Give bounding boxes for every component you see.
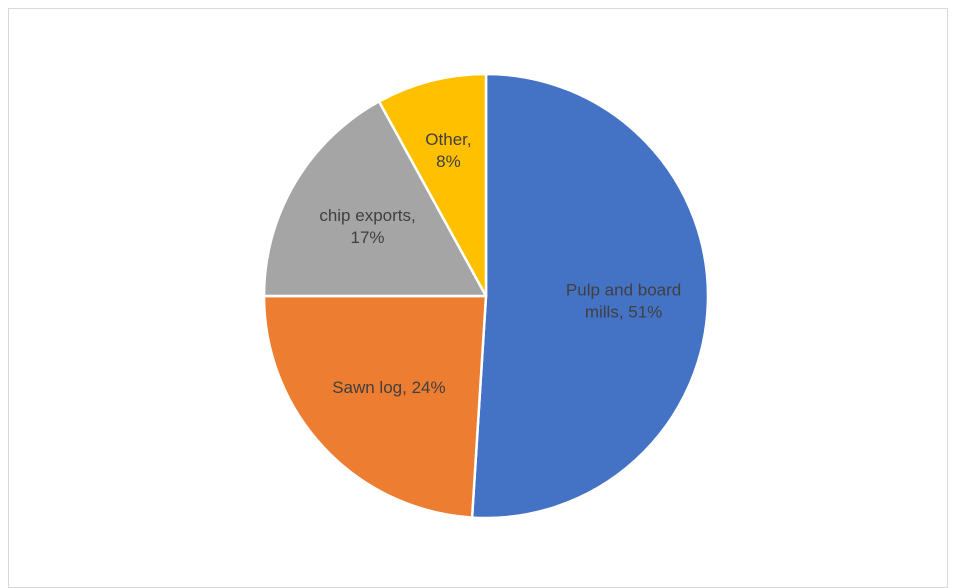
data-label-sawn-log: Sawn log, 24% xyxy=(332,378,445,397)
data-label-other: Other, 8% xyxy=(425,130,471,171)
pie-slice-pulp-and-board-mills xyxy=(470,72,710,520)
pie-slice-other xyxy=(377,72,488,298)
pie-slices xyxy=(262,72,710,520)
pie-labels: Pulp and board mills, 51% Sawn log, 24% chi… xyxy=(319,130,681,397)
data-label-chip-exports: chip exports, 17% xyxy=(319,206,415,247)
pie-slice-sawn-log xyxy=(262,294,488,519)
pie-slice-chip-exports xyxy=(262,100,488,298)
data-label-pulp-and-board-mills: Pulp and board mills, 51% xyxy=(566,280,681,321)
